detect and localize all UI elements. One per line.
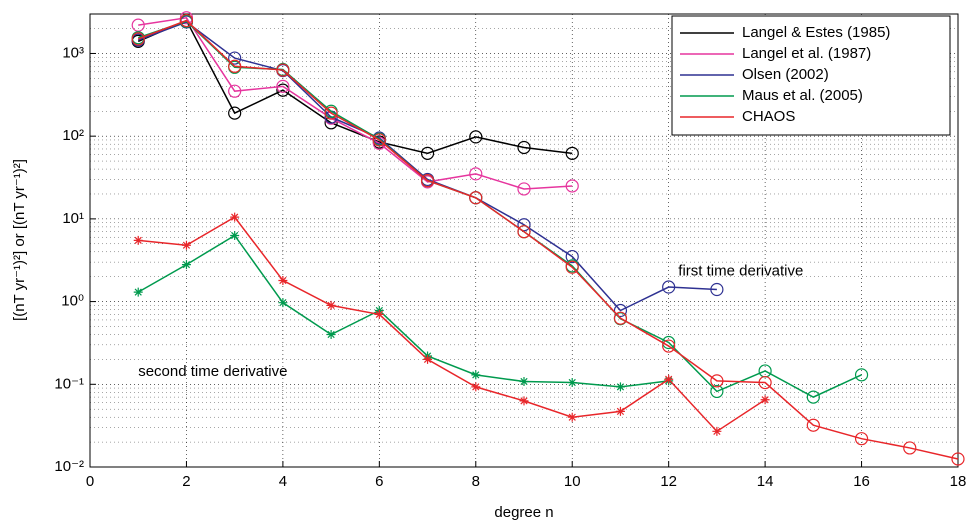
circle-marker xyxy=(613,303,628,318)
annotation: first time derivative xyxy=(678,263,803,280)
star-marker xyxy=(181,260,191,270)
circle-marker xyxy=(806,418,820,432)
star-marker xyxy=(712,426,722,436)
star-marker xyxy=(519,377,529,387)
circle-marker xyxy=(469,191,483,205)
legend-label: Langel et al. (1987) xyxy=(742,45,871,62)
legend-label: Olsen (2002) xyxy=(742,66,829,83)
x-axis-label: degree n xyxy=(494,504,553,521)
x-tick-label: 14 xyxy=(757,473,774,490)
series-line xyxy=(137,234,669,388)
x-tick-label: 4 xyxy=(279,473,287,490)
circle-marker xyxy=(179,13,194,28)
y-axis-label: [(nT yr⁻¹)²] or [(nT yr⁻¹)²] xyxy=(11,159,28,321)
star-marker xyxy=(471,370,481,380)
star-marker xyxy=(278,275,288,285)
circle-marker xyxy=(565,179,579,193)
star-marker xyxy=(133,235,143,245)
star-marker xyxy=(181,240,191,250)
star-marker xyxy=(567,378,577,388)
circle-marker xyxy=(131,32,145,46)
star-marker xyxy=(519,396,529,406)
series-line xyxy=(137,19,573,155)
x-tick-label: 8 xyxy=(472,473,480,490)
star-marker xyxy=(326,329,336,339)
series-line xyxy=(138,16,573,190)
circle-marker xyxy=(951,452,965,466)
star-marker xyxy=(664,374,674,384)
circle-marker xyxy=(469,130,483,144)
y-tick-label: 10¹ xyxy=(62,210,84,227)
circle-marker xyxy=(613,311,628,325)
circle-marker xyxy=(420,174,435,188)
legend-label: Maus et al. (2005) xyxy=(742,87,863,104)
circle-marker xyxy=(324,106,338,120)
star-marker xyxy=(230,230,240,240)
circle-marker xyxy=(228,106,242,120)
x-tick-label: 16 xyxy=(853,473,870,490)
circle-marker xyxy=(806,390,820,404)
x-tick-label: 2 xyxy=(182,473,190,490)
star-marker xyxy=(278,298,288,308)
y-tick-label: 10⁻² xyxy=(54,458,84,475)
circle-marker xyxy=(710,384,724,399)
star-marker xyxy=(374,309,384,319)
star-marker xyxy=(423,354,433,364)
y-tick-label: 10⁰ xyxy=(61,293,84,310)
star-marker xyxy=(615,406,625,416)
circle-marker xyxy=(565,146,579,160)
circle-marker xyxy=(517,140,531,155)
series-line xyxy=(137,19,959,460)
circle-marker xyxy=(854,368,869,382)
star-marker xyxy=(567,412,577,422)
star-marker xyxy=(230,212,240,222)
x-tick-label: 12 xyxy=(660,473,677,490)
circle-marker xyxy=(903,441,917,455)
circle-marker xyxy=(276,63,290,77)
series-line xyxy=(138,216,766,433)
circle-marker xyxy=(517,225,531,239)
x-tick-label: 10 xyxy=(564,473,581,490)
plot-frame xyxy=(89,13,959,468)
circle-marker xyxy=(228,84,242,98)
circle-marker xyxy=(565,260,579,274)
legend-label: Langel & Estes (1985) xyxy=(742,24,890,41)
circle-marker xyxy=(179,11,194,25)
star-marker xyxy=(615,382,625,392)
x-tick-label: 18 xyxy=(950,473,967,490)
star-marker xyxy=(471,382,481,392)
circle-marker xyxy=(710,282,724,297)
circle-marker xyxy=(469,167,483,181)
circle-marker xyxy=(565,249,579,264)
y-tick-label: 10³ xyxy=(62,44,84,61)
circle-marker xyxy=(276,79,290,93)
circle-marker xyxy=(228,51,242,65)
circle-marker xyxy=(228,59,242,73)
annotation: second time derivative xyxy=(138,363,287,380)
circle-marker xyxy=(517,218,531,232)
circle-marker xyxy=(662,280,676,294)
x-tick-label: 6 xyxy=(375,473,383,490)
circle-marker xyxy=(758,375,772,390)
circle-marker xyxy=(662,339,676,353)
series-line xyxy=(137,21,717,312)
legend-label: CHAOS xyxy=(742,108,795,125)
circle-marker xyxy=(372,133,386,147)
star-marker xyxy=(760,395,770,405)
circle-marker xyxy=(710,374,724,388)
y-tick-label: 10⁻¹ xyxy=(54,375,84,392)
circle-marker xyxy=(854,432,869,446)
circle-marker xyxy=(517,182,531,196)
star-marker xyxy=(133,287,143,297)
y-tick-label: 10² xyxy=(62,127,84,144)
x-tick-label: 0 xyxy=(86,473,94,490)
star-marker xyxy=(326,300,336,310)
circle-marker xyxy=(420,146,435,160)
